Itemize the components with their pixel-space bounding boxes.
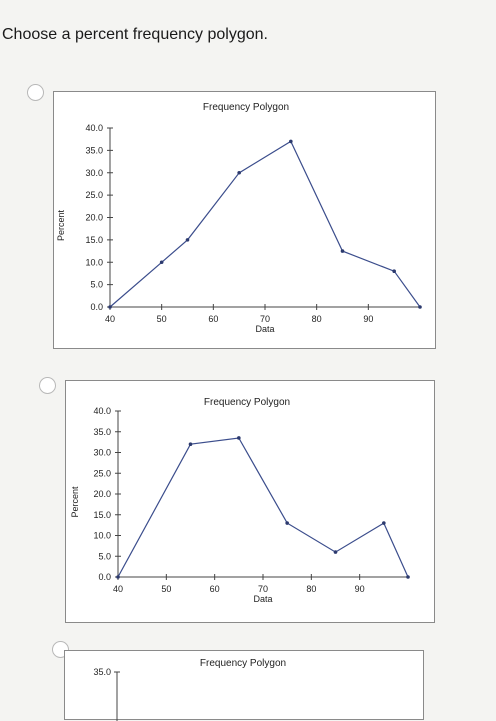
data-point bbox=[237, 170, 241, 175]
y-tick-label: 15.0 bbox=[85, 235, 103, 245]
y-tick-label: 40.0 bbox=[93, 406, 111, 416]
option-2-chart: Frequency Polygon 0.0 5.0 10.0 15.0 20.0 25.0 3… bbox=[65, 380, 435, 623]
chart-title: Frequency Polygon bbox=[203, 102, 289, 113]
y-tick-label: 20.0 bbox=[85, 213, 103, 223]
x-tick-label: 80 bbox=[306, 584, 316, 594]
option-2-radio[interactable] bbox=[39, 377, 56, 394]
data-point bbox=[382, 521, 386, 525]
series-line bbox=[117, 437, 409, 578]
data-point bbox=[185, 238, 190, 242]
data-point bbox=[237, 436, 241, 440]
data-point bbox=[289, 139, 293, 144]
x-tick-label: 50 bbox=[157, 314, 167, 324]
x-tick-label: 40 bbox=[105, 314, 115, 324]
x-tick-label: 90 bbox=[363, 314, 373, 324]
y-tick-label: 15.0 bbox=[93, 510, 111, 520]
y-tick-label: 20.0 bbox=[93, 489, 111, 499]
y-tick-label: 10.0 bbox=[85, 257, 103, 267]
data-point bbox=[285, 521, 289, 525]
x-tick-label: 60 bbox=[210, 584, 220, 594]
x-tick-label: 50 bbox=[161, 584, 171, 594]
y-tick-label: 35.0 bbox=[85, 145, 103, 155]
data-point bbox=[108, 305, 112, 309]
data-point bbox=[406, 575, 410, 579]
data-point bbox=[418, 305, 422, 309]
y-tick-label: 40.0 bbox=[85, 123, 103, 133]
y-tick-label: 10.0 bbox=[93, 531, 111, 541]
x-tick-label: 90 bbox=[355, 584, 365, 594]
y-tick-label: 0.0 bbox=[98, 572, 111, 582]
option-2-chart-svg: Frequency Polygon 0.0 5.0 10.0 15.0 20.0 25.0 3… bbox=[70, 397, 410, 604]
data-point bbox=[116, 575, 120, 579]
series-line bbox=[109, 140, 421, 308]
y-tick-label: 35.0 bbox=[93, 427, 111, 437]
x-axis-label: Data bbox=[255, 324, 274, 334]
y-axis-label: Percent bbox=[56, 209, 66, 241]
y-tick-label: 35.0 bbox=[93, 667, 111, 677]
option-1-chart-svg: Frequency Polygon 0.0 5.0 10.0 15.0 20.0 25.0 3… bbox=[56, 102, 422, 334]
x-tick-label: 80 bbox=[312, 314, 322, 324]
data-point bbox=[188, 442, 193, 446]
y-tick-label: 25.0 bbox=[93, 468, 111, 478]
data-point bbox=[392, 269, 396, 273]
y-tick-label: 25.0 bbox=[85, 190, 103, 200]
x-tick-label: 60 bbox=[208, 314, 218, 324]
x-axis-label: Data bbox=[253, 594, 272, 604]
question-text: Choose a percent frequency polygon. bbox=[2, 26, 268, 43]
option-3-chart: Frequency Polygon 35.0 bbox=[64, 650, 424, 721]
chart-title: Frequency Polygon bbox=[204, 397, 290, 408]
data-point bbox=[333, 550, 338, 554]
data-point bbox=[340, 249, 345, 253]
chart-title: Frequency Polygon bbox=[200, 658, 286, 669]
y-axis-label: Percent bbox=[70, 486, 80, 518]
x-tick-label: 40 bbox=[113, 584, 123, 594]
y-tick-label: 30.0 bbox=[93, 448, 111, 458]
y-tick-label: 0.0 bbox=[90, 302, 103, 312]
y-tick-label: 5.0 bbox=[90, 280, 103, 290]
x-tick-label: 70 bbox=[258, 584, 268, 594]
x-tick-label: 70 bbox=[260, 314, 270, 324]
option-1-radio[interactable] bbox=[27, 84, 44, 101]
y-tick-label: 30.0 bbox=[85, 168, 103, 178]
option-3-chart-svg: Frequency Polygon 35.0 bbox=[93, 658, 286, 721]
data-point bbox=[159, 260, 164, 265]
y-tick-label: 5.0 bbox=[98, 551, 111, 561]
option-1-chart: Frequency Polygon 0.0 5.0 10.0 15.0 20.0 25.0 3… bbox=[53, 91, 436, 349]
